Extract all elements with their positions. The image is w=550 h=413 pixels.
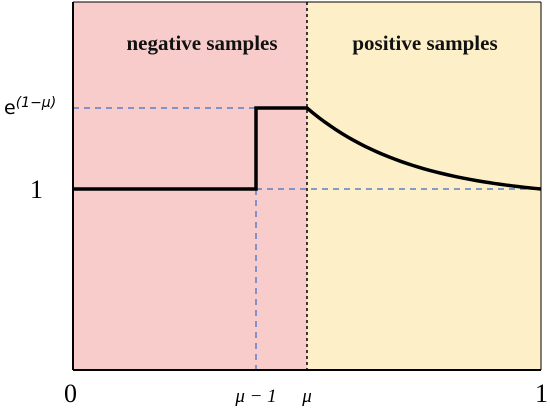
x-tick-label-mu-minus-1: μ − 1 (234, 386, 276, 407)
x-tick-label-0: 0 (64, 379, 77, 408)
function-line (73, 106, 542, 191)
y-tick-e-exponent: (1−μ) (16, 95, 56, 111)
negative-region (73, 2, 307, 370)
x-tick-label-mu: μ (301, 386, 312, 407)
negative-region-label: negative samples (126, 31, 277, 55)
x-tick-label-1: 1 (535, 379, 548, 408)
y-tick-label-e: e(1−μ) (4, 95, 56, 119)
y-tick-label-1: 1 (30, 175, 43, 204)
positive-region-label: positive samples (352, 31, 497, 55)
y-tick-e-base: e (4, 97, 16, 119)
